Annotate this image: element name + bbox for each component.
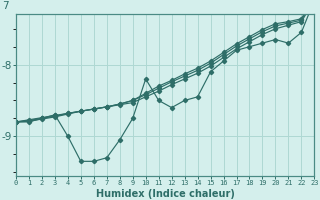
X-axis label: Humidex (Indice chaleur): Humidex (Indice chaleur) [96, 189, 235, 199]
Text: 7: 7 [3, 1, 9, 11]
